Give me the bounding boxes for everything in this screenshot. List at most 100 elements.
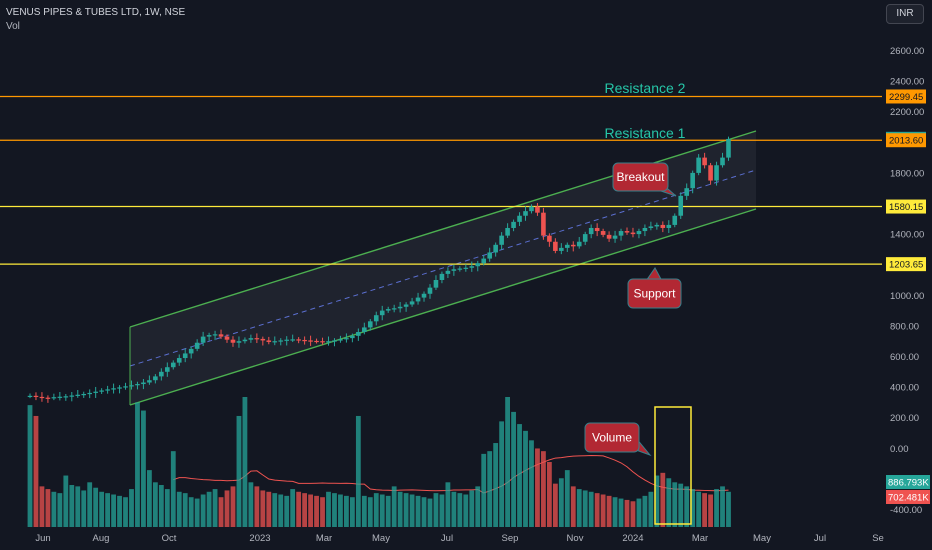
y-tick-label: 600.00 bbox=[890, 352, 919, 363]
volume-bar bbox=[588, 491, 594, 527]
volume-bar bbox=[69, 485, 75, 527]
volume-bar bbox=[493, 443, 499, 527]
volume-bar bbox=[618, 498, 624, 527]
volume-bar bbox=[469, 490, 475, 527]
volume-callout-label: Volume bbox=[592, 431, 632, 445]
price-tag-label: 2013.60 bbox=[889, 136, 923, 147]
candle-body bbox=[553, 241, 558, 251]
y-tick-label: -400.00 bbox=[890, 505, 922, 516]
candle-body bbox=[517, 215, 522, 222]
candle-body bbox=[27, 395, 33, 398]
volume-tag-label: 886.793K bbox=[888, 478, 929, 489]
candle-body bbox=[672, 215, 678, 225]
volume-bar bbox=[63, 475, 69, 527]
volume-bar bbox=[361, 495, 367, 527]
candle-body bbox=[630, 232, 636, 235]
volume-bar bbox=[409, 494, 415, 527]
candle-body bbox=[260, 338, 266, 341]
candle-body bbox=[385, 309, 391, 311]
volume-bar bbox=[344, 495, 349, 527]
volume-bar bbox=[117, 495, 122, 527]
y-tick-label: 0.00 bbox=[890, 444, 909, 455]
volume-bar bbox=[523, 430, 528, 527]
candle-body bbox=[278, 340, 284, 342]
volume-tag-bg bbox=[886, 490, 930, 504]
candle-body bbox=[111, 388, 116, 390]
x-tick-label: Mar bbox=[316, 533, 332, 544]
candle-body bbox=[75, 394, 81, 396]
candle-body bbox=[344, 338, 349, 340]
x-tick-label: Jul bbox=[814, 533, 826, 544]
volume-bar bbox=[123, 497, 128, 527]
volume-bar bbox=[385, 495, 391, 527]
x-tick-label: May bbox=[372, 533, 390, 544]
volume-bar bbox=[93, 487, 99, 527]
volume-bar bbox=[660, 472, 666, 527]
volume-bar bbox=[373, 493, 379, 527]
candle-body bbox=[481, 258, 487, 264]
y-tick-label: 200.00 bbox=[890, 413, 919, 424]
candle-body bbox=[576, 241, 582, 247]
volume-bar bbox=[535, 448, 540, 527]
volume-bar bbox=[338, 494, 343, 527]
candle-body bbox=[308, 340, 313, 342]
volume-bar bbox=[158, 485, 164, 527]
volume-tag-bg bbox=[886, 475, 930, 489]
candle-body bbox=[159, 371, 164, 377]
candle-body bbox=[457, 268, 463, 270]
candle-body bbox=[433, 280, 439, 288]
volume-bar bbox=[630, 501, 636, 527]
candle-body bbox=[648, 226, 654, 228]
x-tick-label: Nov bbox=[567, 533, 584, 544]
candle-body bbox=[696, 157, 701, 173]
candle-body bbox=[332, 340, 337, 342]
candle-body bbox=[212, 334, 218, 336]
candle-body bbox=[153, 376, 158, 381]
volume-bar bbox=[690, 489, 696, 527]
candle-body bbox=[547, 235, 552, 242]
candle-body bbox=[594, 227, 600, 232]
volume-bar bbox=[152, 482, 158, 527]
volume-bar bbox=[242, 397, 248, 527]
candle-body bbox=[194, 342, 200, 349]
volume-bar bbox=[248, 482, 254, 527]
x-tick-label: May bbox=[753, 533, 771, 544]
candle-body bbox=[302, 339, 307, 342]
volume-bar bbox=[129, 489, 134, 527]
y-tick-label: 2600.00 bbox=[890, 46, 924, 57]
candle-body bbox=[117, 387, 122, 389]
volume-bar bbox=[678, 483, 684, 527]
channel-median-line bbox=[129, 169, 757, 367]
volume-tag-label: 702.481K bbox=[888, 493, 929, 504]
support-callout-box bbox=[627, 278, 682, 309]
candle-body bbox=[81, 393, 87, 396]
channel-lower-line bbox=[129, 208, 757, 406]
candle-body bbox=[147, 380, 152, 383]
candle-body bbox=[618, 231, 624, 236]
candle-body bbox=[242, 339, 248, 342]
volume-bar bbox=[314, 495, 319, 527]
x-tick-label: Jun bbox=[35, 533, 50, 544]
volume-bar bbox=[570, 486, 576, 527]
volume-bar bbox=[45, 489, 51, 527]
volume-bar bbox=[135, 402, 140, 527]
x-tick-label: 2024 bbox=[622, 533, 643, 544]
candle-body bbox=[678, 195, 684, 216]
volume-bar bbox=[714, 489, 719, 527]
candle-body bbox=[39, 396, 45, 399]
volume-bar bbox=[272, 493, 278, 527]
x-tick-label: Aug bbox=[93, 533, 110, 544]
candle-body bbox=[714, 165, 719, 181]
volume-bar bbox=[57, 493, 63, 527]
y-tick-label: 2400.00 bbox=[890, 77, 924, 88]
candle-body bbox=[362, 327, 367, 333]
volume-bar bbox=[230, 486, 236, 527]
currency-button[interactable]: INR bbox=[886, 4, 924, 24]
candle-body bbox=[165, 367, 170, 372]
candle-body bbox=[290, 339, 295, 341]
candle-body bbox=[487, 252, 492, 259]
candle-body bbox=[236, 341, 242, 343]
candle-body bbox=[588, 227, 594, 235]
candle-body bbox=[397, 306, 403, 309]
